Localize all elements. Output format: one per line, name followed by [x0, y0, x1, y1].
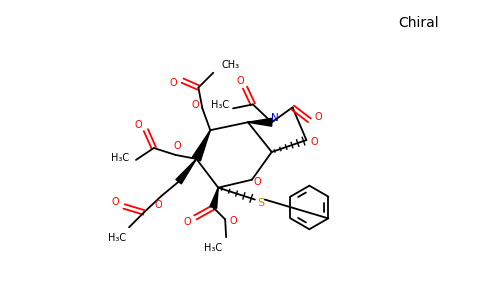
Text: N: N: [271, 113, 279, 123]
Text: O: O: [253, 177, 261, 187]
Text: O: O: [315, 112, 322, 122]
Text: H₃C: H₃C: [111, 153, 129, 163]
Polygon shape: [176, 159, 197, 184]
Text: O: O: [236, 76, 244, 85]
Text: O: O: [192, 100, 199, 110]
Text: CH₃: CH₃: [221, 60, 239, 70]
Text: H₃C: H₃C: [204, 243, 222, 253]
Text: O: O: [111, 196, 119, 206]
Text: H₃C: H₃C: [211, 100, 229, 110]
Text: O: O: [170, 78, 178, 88]
Text: O: O: [229, 216, 237, 226]
Text: O: O: [184, 217, 191, 227]
Polygon shape: [210, 188, 218, 208]
Text: O: O: [174, 141, 182, 151]
Polygon shape: [248, 118, 272, 126]
Text: S: S: [257, 197, 264, 208]
Text: O: O: [155, 200, 163, 211]
Text: Chiral: Chiral: [398, 16, 439, 30]
Text: H₃C: H₃C: [108, 233, 126, 243]
Text: O: O: [311, 137, 318, 147]
Polygon shape: [193, 130, 210, 161]
Text: O: O: [134, 120, 142, 130]
